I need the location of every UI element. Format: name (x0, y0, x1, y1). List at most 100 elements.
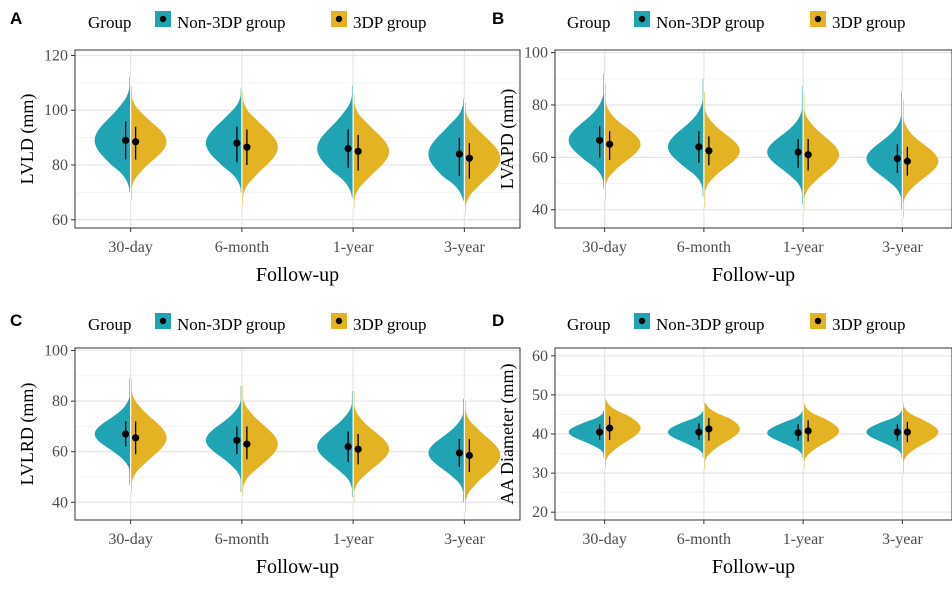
violin-half (317, 391, 354, 498)
y-tick-label: 60 (52, 212, 68, 229)
violin-half (428, 398, 465, 503)
violin-half (205, 385, 242, 493)
legend-label: 3DP group (353, 13, 427, 32)
violin-half (205, 88, 242, 193)
y-tick-label: 50 (532, 387, 548, 404)
mean-point (695, 428, 703, 436)
violin-half (604, 398, 641, 470)
y-axis-title: LVLRD (mm) (17, 383, 38, 486)
legend: Group Non-3DP group 3DP group (88, 313, 427, 334)
mean-point (794, 429, 802, 437)
mean-point (606, 424, 614, 432)
mean-point (132, 138, 140, 146)
violin-half (94, 378, 131, 485)
legend-key-point (814, 317, 822, 325)
legend-key-point (335, 317, 343, 325)
violin-half (902, 402, 939, 474)
panel-letter: D (492, 311, 504, 330)
mean-point (354, 147, 362, 155)
violin-half (767, 86, 804, 205)
violin-half (803, 402, 840, 470)
legend-key-point (638, 317, 646, 325)
panel-border (74, 49, 521, 229)
panel-letter: B (492, 9, 504, 28)
mean-point (903, 428, 911, 436)
y-tick-label: 100 (44, 343, 68, 360)
violin-half (667, 78, 704, 197)
mean-point (596, 428, 604, 436)
violin-half (767, 410, 804, 458)
legend-title: Group (567, 315, 610, 334)
mean-point (705, 147, 713, 155)
panel-letter: C (10, 311, 22, 330)
legend-key-point (159, 317, 167, 325)
legend-label: Non-3DP group (177, 13, 285, 32)
violin-half (568, 410, 605, 458)
violin-half (464, 401, 501, 513)
x-axis-title: Follow-up (256, 264, 339, 286)
mean-point (132, 434, 140, 442)
violin-half (130, 85, 167, 201)
x-axis-title: Follow-up (712, 264, 795, 286)
y-tick-label: 40 (532, 202, 548, 219)
x-tick-label: 1-year (783, 531, 825, 548)
y-tick-label: 80 (52, 157, 68, 174)
x-tick-label: 30-day (582, 239, 626, 256)
panel-a: A Group Non-3DP group 3DP group 30-day 6-mont… (10, 9, 521, 286)
mean-point (233, 139, 241, 147)
legend: Group Non-3DP group 3DP group (88, 11, 427, 32)
y-axis-title: AA Diameter (mm) (497, 364, 518, 505)
panel-border (74, 347, 521, 521)
mean-point (344, 443, 352, 451)
y-tick-label: 80 (532, 97, 548, 114)
y-axis-title: LVLD (mm) (17, 94, 38, 185)
x-tick-label: 1-year (333, 531, 375, 548)
y-tick-label: 40 (52, 494, 68, 511)
mean-point (596, 136, 604, 144)
violin-half (604, 84, 641, 200)
violin-half (317, 85, 354, 198)
mean-point (243, 440, 251, 448)
legend-label: 3DP group (832, 315, 906, 334)
violin-half (703, 91, 740, 208)
y-tick-label: 60 (532, 348, 548, 365)
violin-half (353, 391, 390, 503)
mean-point (455, 449, 463, 457)
mean-point (903, 157, 911, 165)
legend-key-point (159, 15, 167, 23)
violin-half (902, 99, 939, 218)
panel-d: D Group Non-3DP group 3DP group 30-day 6-mont… (492, 311, 952, 578)
legend: Group Non-3DP group 3DP group (567, 11, 906, 32)
mean-point (455, 150, 463, 158)
legend-title: Group (88, 13, 131, 32)
x-tick-label: 1-year (333, 239, 375, 256)
x-tick-label: 3-year (444, 239, 486, 256)
mean-point (893, 428, 901, 436)
mean-point (695, 143, 703, 151)
mean-point (243, 143, 251, 151)
legend-label: 3DP group (353, 315, 427, 334)
mean-point (233, 436, 241, 444)
mean-point (122, 136, 130, 144)
mean-point (804, 151, 812, 159)
mean-point (893, 155, 901, 163)
legend-title: Group (567, 13, 610, 32)
mean-point (465, 154, 473, 162)
violin-half (866, 91, 903, 210)
x-tick-label: 3-year (882, 531, 924, 548)
violin-half (428, 99, 465, 201)
x-tick-label: 6-month (677, 239, 731, 256)
x-axis-title: Follow-up (712, 556, 795, 578)
x-tick-label: 30-day (108, 239, 152, 256)
panel-b: B Group Non-3DP group 3DP group 30-day 6-mont… (492, 9, 952, 286)
mean-point (354, 445, 362, 453)
x-tick-label: 3-year (444, 531, 486, 548)
x-tick-label: 30-day (582, 531, 626, 548)
violin-half (866, 410, 903, 458)
panel-border (554, 49, 952, 229)
y-tick-label: 30 (532, 465, 548, 482)
violin-half (241, 91, 278, 207)
y-tick-label: 20 (532, 504, 548, 521)
violin-half (667, 410, 704, 458)
